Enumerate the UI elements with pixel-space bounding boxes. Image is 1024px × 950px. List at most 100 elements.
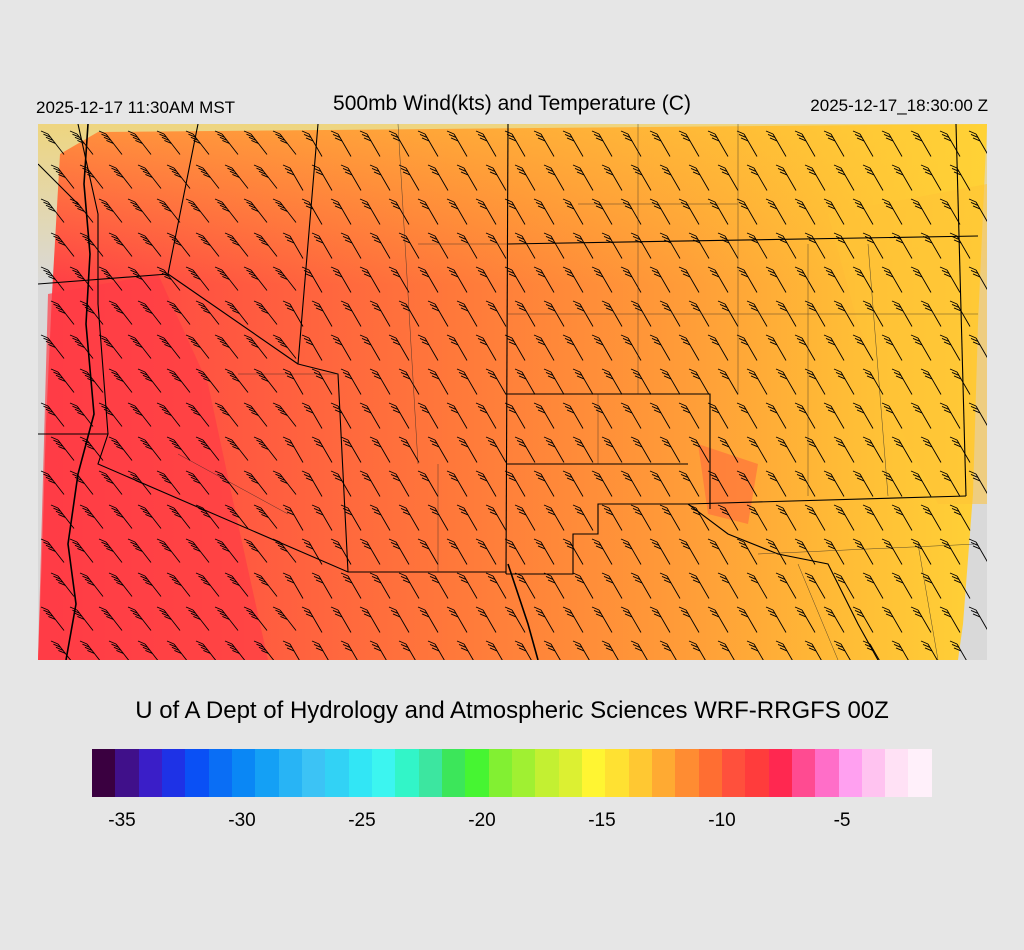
wind-barb bbox=[775, 436, 797, 463]
wind-barb bbox=[330, 606, 352, 633]
wind-barb bbox=[417, 266, 439, 293]
wind-barb bbox=[243, 470, 268, 495]
wind-barb bbox=[456, 572, 478, 599]
wind-barb bbox=[707, 470, 729, 497]
wind-barb bbox=[359, 538, 381, 565]
wind-barb bbox=[388, 538, 410, 565]
colorbar-swatch bbox=[838, 749, 862, 797]
wind-barb bbox=[775, 368, 797, 395]
wind-barb bbox=[601, 504, 623, 531]
colorbar-swatch bbox=[255, 749, 279, 797]
wind-barb bbox=[475, 334, 497, 361]
wind-barb bbox=[852, 130, 874, 157]
wind-barb bbox=[127, 198, 152, 223]
wind-barb bbox=[881, 130, 903, 157]
wind-barb bbox=[427, 368, 449, 395]
wind-barb bbox=[765, 402, 787, 429]
wind-barb bbox=[572, 368, 594, 395]
wind-barb bbox=[98, 538, 123, 563]
wind-barb bbox=[833, 436, 855, 463]
map-panel[interactable] bbox=[38, 124, 987, 660]
colorbar-tick-label: -15 bbox=[588, 810, 616, 831]
wind-barb bbox=[485, 368, 507, 395]
wind-barb bbox=[543, 640, 561, 660]
wind-barb bbox=[939, 402, 961, 429]
wind-barb bbox=[282, 436, 304, 463]
wind-barb bbox=[620, 266, 642, 293]
wind-barb bbox=[620, 334, 642, 361]
wind-barb bbox=[50, 640, 72, 660]
wind-barb bbox=[591, 538, 613, 565]
wind-barb bbox=[311, 504, 333, 531]
wind-barb bbox=[185, 266, 210, 291]
wind-barb bbox=[891, 504, 913, 531]
wind-barb bbox=[765, 130, 787, 157]
wind-barb bbox=[659, 164, 681, 191]
wind-barb bbox=[659, 300, 681, 327]
wind-barb bbox=[707, 334, 729, 361]
wind-barb bbox=[166, 504, 191, 529]
wind-barb bbox=[775, 504, 797, 531]
wind-barb bbox=[572, 572, 594, 599]
wind-barb bbox=[775, 300, 797, 327]
wind-barb bbox=[949, 504, 971, 531]
wind-barb bbox=[504, 538, 526, 565]
wind-barb bbox=[920, 504, 942, 531]
wind-barb bbox=[282, 640, 300, 660]
wind-barb bbox=[833, 572, 855, 599]
wind-barb bbox=[591, 402, 613, 429]
wind-barb bbox=[746, 300, 768, 327]
wind-barb bbox=[475, 130, 497, 157]
wind-barb bbox=[649, 538, 671, 565]
wind-barb bbox=[224, 504, 249, 529]
wind-barb bbox=[156, 606, 181, 631]
wind-barb bbox=[910, 334, 932, 361]
wind-barb bbox=[50, 572, 75, 597]
wind-barb bbox=[591, 198, 613, 225]
wind-barb bbox=[891, 232, 913, 259]
wind-barb bbox=[243, 266, 268, 291]
wind-barb bbox=[572, 640, 590, 660]
wind-barb bbox=[862, 504, 884, 531]
wind-barb bbox=[601, 572, 623, 599]
wind-barb bbox=[127, 538, 152, 563]
wind-barb bbox=[591, 470, 613, 497]
wind-barb bbox=[359, 266, 381, 293]
wind-barb bbox=[272, 470, 297, 495]
wind-barb bbox=[794, 606, 816, 633]
wind-barb bbox=[272, 198, 297, 223]
wind-barb bbox=[427, 436, 449, 463]
wind-barb bbox=[804, 640, 822, 660]
wind-barb bbox=[717, 640, 735, 660]
wind-barb bbox=[79, 300, 104, 325]
wind-barb bbox=[659, 640, 677, 660]
wind-barb bbox=[514, 232, 536, 259]
wind-barb bbox=[224, 368, 249, 393]
wind-barb bbox=[359, 334, 381, 361]
wind-barb bbox=[939, 130, 961, 157]
wind-barb bbox=[272, 334, 297, 359]
wind-barb bbox=[678, 266, 700, 293]
wind-barb bbox=[891, 164, 913, 191]
wind-barb bbox=[340, 232, 362, 259]
wind-barb bbox=[630, 300, 652, 327]
colorbar-swatch bbox=[721, 749, 746, 797]
wind-barb bbox=[765, 334, 787, 361]
wind-barb bbox=[475, 266, 497, 293]
wind-barb bbox=[591, 606, 613, 633]
wind-barb bbox=[282, 232, 304, 259]
wind-barb bbox=[833, 504, 855, 531]
wind-barb bbox=[311, 300, 333, 327]
wind-barb bbox=[340, 572, 362, 599]
wind-barb bbox=[794, 470, 816, 497]
wind-barb bbox=[417, 334, 439, 361]
wind-barb bbox=[833, 232, 855, 259]
wind-barb bbox=[388, 606, 410, 633]
wind-barb bbox=[195, 640, 217, 660]
wind-barb bbox=[533, 538, 555, 565]
wind-barb bbox=[746, 640, 764, 660]
wind-barb bbox=[69, 130, 94, 155]
wind-barb bbox=[823, 198, 845, 225]
wind-barb bbox=[195, 232, 220, 257]
wind-barb bbox=[253, 368, 278, 393]
